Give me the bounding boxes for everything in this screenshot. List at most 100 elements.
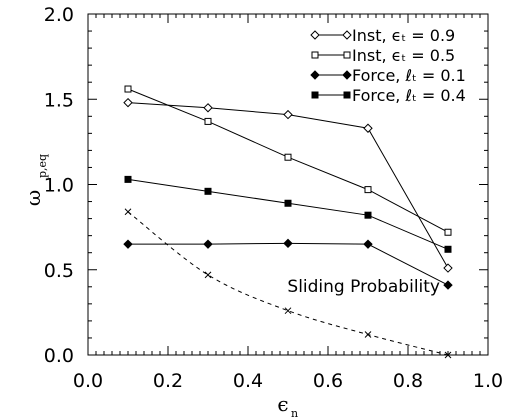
series-2 xyxy=(123,238,453,290)
sliding-probability-point xyxy=(204,271,212,279)
series-2-point xyxy=(123,239,133,249)
legend-marker xyxy=(310,30,320,40)
legend-marker xyxy=(342,70,352,80)
series-2-point xyxy=(283,238,293,249)
series-1-point xyxy=(124,85,132,93)
legend-marker-shape xyxy=(342,30,352,40)
sliding-probability-point xyxy=(284,307,292,315)
series-2-point-shape xyxy=(203,239,213,249)
x-axis-title: ϵ n xyxy=(277,392,298,420)
sliding-probability-point-stroke-b xyxy=(124,208,132,216)
legend-marker-shape xyxy=(342,70,352,80)
x-tick-label: 0.0 xyxy=(73,370,103,392)
x-tick-label: 0.8 xyxy=(393,370,423,392)
series-1-point-shape xyxy=(364,186,372,194)
series-1-point-shape xyxy=(124,85,132,93)
series-0 xyxy=(123,97,453,273)
series-2-point-shape xyxy=(443,280,453,290)
series-0-point-shape xyxy=(443,263,453,273)
series-2-point-shape xyxy=(283,238,293,249)
legend-marker-shape xyxy=(343,51,351,59)
series-3 xyxy=(124,175,452,253)
sliding-probability-point-stroke-b xyxy=(444,351,452,359)
series-0-point xyxy=(283,109,293,120)
sliding-probability-point xyxy=(124,208,132,216)
sliding-probability-annotation: Sliding Probability xyxy=(287,277,440,297)
series-2-point xyxy=(443,280,453,290)
legend-label: Inst, ϵₜ = 0.9 xyxy=(352,26,455,45)
series-2-point xyxy=(363,239,373,249)
series-3-point xyxy=(284,199,292,207)
legend-marker xyxy=(343,51,351,59)
series-3-point-shape xyxy=(204,187,212,195)
series-1-point xyxy=(364,186,372,194)
legend-entry-0: Inst, ϵₜ = 0.9 xyxy=(310,26,455,45)
legend-entry-1: Inst, ϵₜ = 0.5 xyxy=(311,46,455,65)
x-tick-label: 0.4 xyxy=(233,370,263,392)
legend-marker-shape xyxy=(311,91,319,99)
x-tick-label: 0.2 xyxy=(153,370,183,392)
series-0-point xyxy=(203,103,213,113)
series-0-point-shape xyxy=(123,97,133,108)
legend-marker-shape xyxy=(311,51,319,59)
series-0-point xyxy=(443,263,453,273)
sliding-probability-point-stroke-b xyxy=(204,271,212,279)
x-axis-label-subscript: n xyxy=(291,407,298,420)
series-2-point xyxy=(203,239,213,249)
series-0-point-shape xyxy=(363,123,373,133)
series-1 xyxy=(124,85,452,236)
series-2-point-shape xyxy=(123,239,133,249)
series-3-point xyxy=(444,245,452,253)
y-axis-title: ω p,eq xyxy=(21,154,49,206)
series-3-point-shape xyxy=(284,199,292,207)
series-0-point xyxy=(123,97,133,108)
series-1-point-shape xyxy=(284,153,292,161)
legend-marker-shape xyxy=(343,91,351,99)
y-tick-label: 1.0 xyxy=(44,175,74,197)
y-tick-label: 0.5 xyxy=(44,260,74,282)
legend-marker-shape xyxy=(310,30,320,40)
sliding-probability-curve xyxy=(127,211,449,356)
series-1-point-shape xyxy=(444,228,452,236)
y-tick-label: 0.0 xyxy=(44,345,74,367)
axes xyxy=(87,13,489,356)
legend-marker-shape xyxy=(310,70,320,80)
series-0-point-shape xyxy=(203,103,213,113)
series-3-point xyxy=(364,211,372,219)
sliding-probability-point xyxy=(364,331,372,338)
series-1-point xyxy=(204,117,212,125)
series-3-point-shape xyxy=(364,211,372,219)
legend-marker xyxy=(343,91,351,99)
legend-label: Force, ℓₜ = 0.1 xyxy=(352,66,466,85)
legend-marker xyxy=(310,70,320,80)
legend-label: Force, ℓₜ = 0.4 xyxy=(352,86,466,105)
series-1-point xyxy=(284,153,292,161)
legend-entry-2: Force, ℓₜ = 0.1 xyxy=(310,66,466,85)
series-3-point-shape xyxy=(124,175,132,183)
sliding-probability-series xyxy=(124,208,452,359)
series-3-point xyxy=(204,187,212,195)
x-tick-label: 0.6 xyxy=(313,370,343,392)
y-tick-label: 2.0 xyxy=(44,4,74,26)
sliding-probability-point xyxy=(444,351,452,359)
sliding-probability-point-stroke-b xyxy=(284,307,292,315)
legend-entry-3: Force, ℓₜ = 0.4 xyxy=(311,86,466,105)
legend-marker xyxy=(311,91,319,99)
y-tick-label: 1.5 xyxy=(44,89,74,111)
y-axis-label-subscript: p,eq xyxy=(36,154,49,178)
series-layer xyxy=(123,85,453,359)
series-2-point-shape xyxy=(363,239,373,249)
series-0-point-shape xyxy=(283,109,293,120)
x-axis-label: ϵ xyxy=(277,392,288,416)
tick-labels: 0.0 0.2 0.4 0.6 0.8 1.0 0.0 0.5 1.0 1.5 2.0 xyxy=(44,4,503,392)
sliding-probability-point-stroke-b xyxy=(364,331,372,338)
series-0-point xyxy=(363,123,373,133)
series-1-point-shape xyxy=(204,117,212,125)
series-3-point-shape xyxy=(444,245,452,253)
y-axis-label: ω xyxy=(21,190,45,206)
series-1-point xyxy=(444,228,452,236)
legend-label: Inst, ϵₜ = 0.5 xyxy=(352,46,455,65)
x-tick-label: 1.0 xyxy=(473,370,503,392)
